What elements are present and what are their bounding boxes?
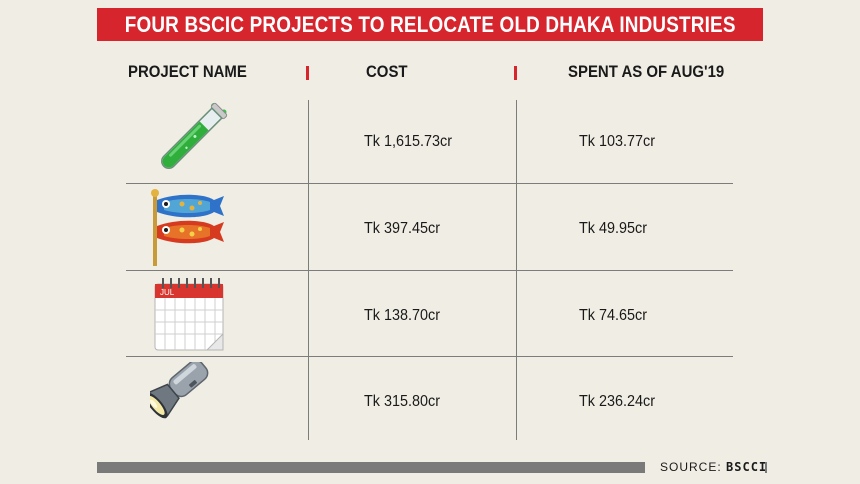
spent-cell: Tk 236.24cr — [579, 393, 656, 410]
test-tube-icon — [150, 100, 234, 185]
cost-cell: Tk 315.80cr — [364, 393, 441, 410]
flashlight-icon — [145, 359, 230, 447]
header-separator — [306, 66, 309, 80]
svg-text:JUL: JUL — [160, 288, 175, 297]
header-cost: COST — [366, 62, 408, 81]
footer-rule-end — [765, 462, 767, 473]
cost-cell: Tk 1,615.73cr — [364, 133, 453, 150]
source-credit: SOURCE: BSCCI — [660, 460, 767, 474]
header-separator — [514, 66, 517, 80]
row-divider — [126, 270, 733, 271]
row-divider — [126, 356, 733, 357]
carp-streamer-icon — [148, 188, 228, 273]
header-spent: SPENT AS OF AUG'19 — [568, 62, 725, 81]
row-divider — [126, 183, 733, 184]
cost-cell: Tk 138.70cr — [364, 307, 441, 324]
header-project-name: PROJECT NAME — [128, 62, 247, 81]
spiral-calendar-icon: JUL — [153, 274, 229, 359]
spent-cell: Tk 49.95cr — [579, 220, 648, 237]
spent-cell: Tk 103.77cr — [579, 133, 656, 150]
footer-rule — [97, 462, 645, 473]
spent-cell: Tk 74.65cr — [579, 307, 648, 324]
source-value: BSCCI — [726, 460, 768, 474]
infographic-title: FOUR BSCIC PROJECTS TO RELOCATE OLD DHAK… — [124, 11, 736, 37]
infographic-title-banner: FOUR BSCIC PROJECTS TO RELOCATE OLD DHAK… — [97, 8, 763, 41]
cost-cell: Tk 397.45cr — [364, 220, 441, 237]
source-label: SOURCE: — [660, 460, 722, 474]
